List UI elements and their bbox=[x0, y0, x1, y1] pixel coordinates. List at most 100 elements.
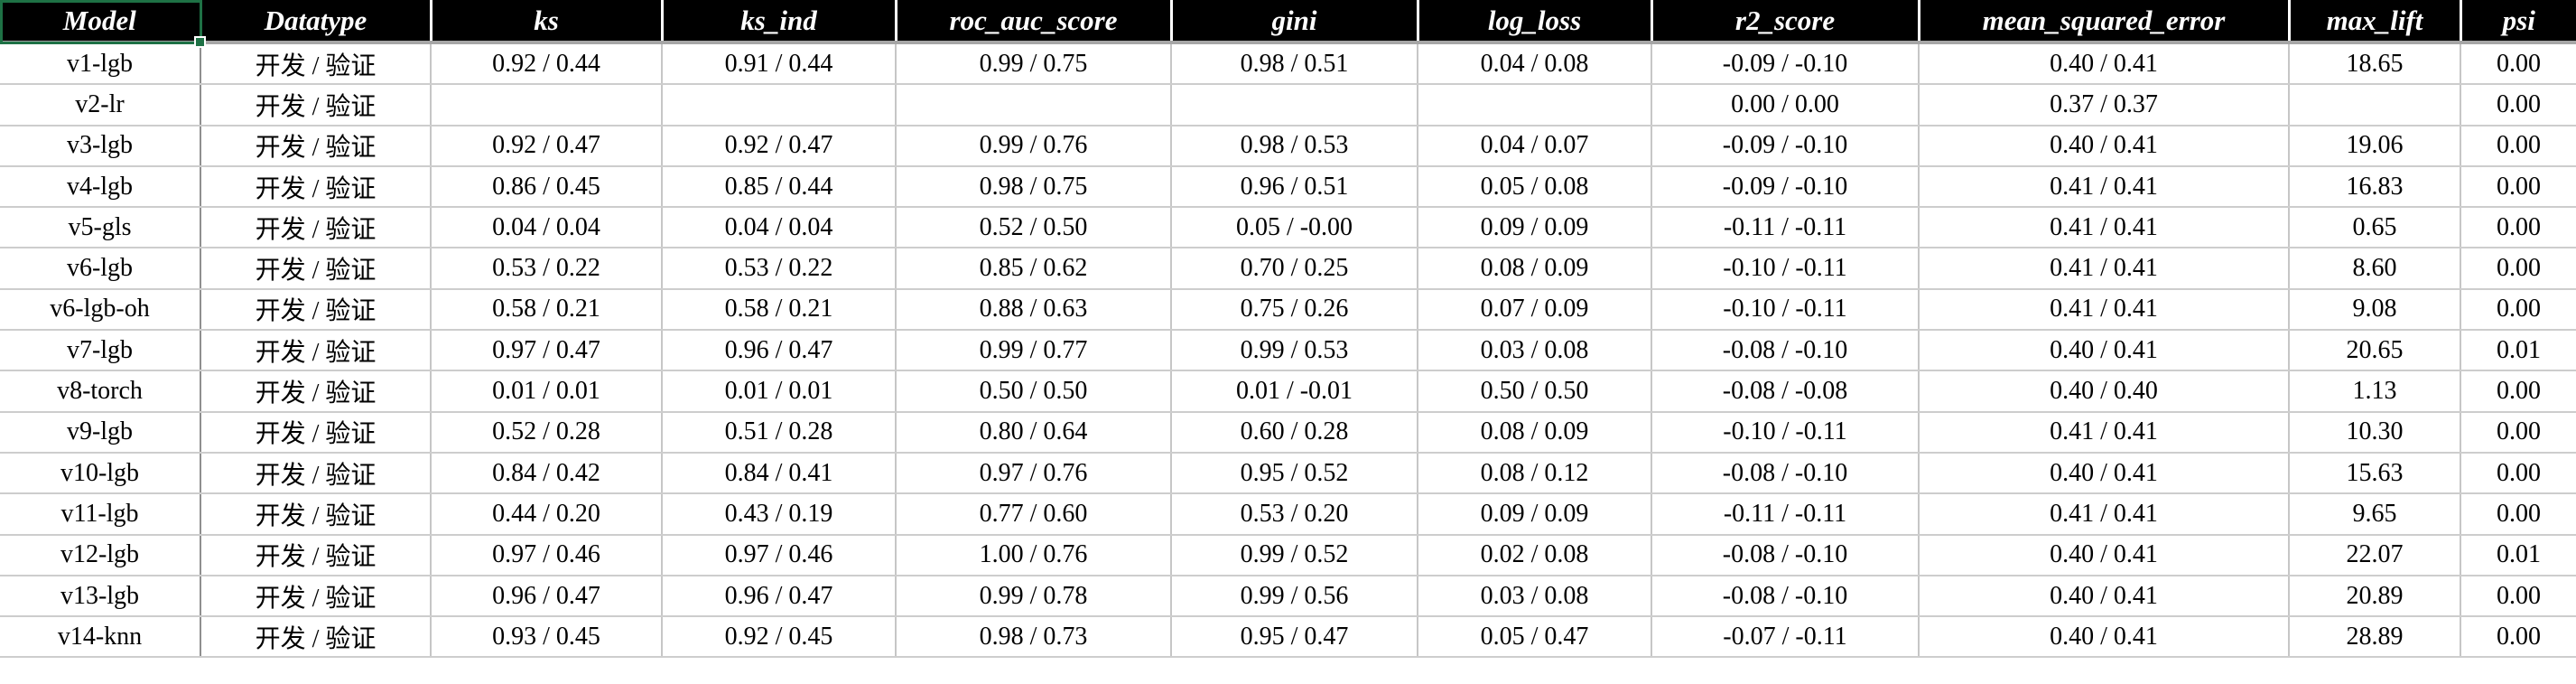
column-header-log-loss[interactable]: log_loss bbox=[1418, 0, 1653, 44]
column-header-max-lift[interactable]: max_lift bbox=[2289, 0, 2462, 44]
cell-max-lift[interactable]: 20.89 bbox=[2289, 575, 2461, 618]
cell-max-lift[interactable]: 8.60 bbox=[2289, 248, 2461, 290]
cell-model[interactable]: v6-lgb bbox=[0, 248, 201, 290]
cell-model[interactable]: v5-gls bbox=[0, 207, 201, 249]
cell-max-lift[interactable]: 20.65 bbox=[2289, 330, 2461, 372]
cell-ks[interactable]: 0.92 / 0.47 bbox=[431, 125, 663, 167]
cell-model[interactable]: v2-lr bbox=[0, 84, 201, 126]
cell-gini[interactable]: 0.75 / 0.26 bbox=[1171, 288, 1418, 332]
cell-gini[interactable]: 0.60 / 0.28 bbox=[1171, 411, 1418, 454]
cell-ks[interactable] bbox=[431, 84, 663, 126]
cell-ks-ind[interactable]: 0.84 / 0.41 bbox=[662, 452, 897, 495]
cell-ks[interactable]: 0.52 / 0.28 bbox=[431, 411, 663, 454]
cell-roc-auc-score[interactable]: 0.85 / 0.62 bbox=[896, 248, 1172, 290]
cell-model[interactable]: v9-lgb bbox=[0, 411, 201, 454]
cell-ks-ind[interactable]: 0.91 / 0.44 bbox=[662, 42, 897, 86]
cell-r2-score[interactable]: -0.10 / -0.11 bbox=[1651, 248, 1920, 290]
cell-psi[interactable]: 0.01 bbox=[2460, 330, 2576, 372]
cell-ks-ind[interactable]: 0.58 / 0.21 bbox=[662, 288, 897, 332]
cell-mean-squared-error[interactable]: 0.40 / 0.41 bbox=[1919, 616, 2290, 659]
column-header-roc-auc-score[interactable]: roc_auc_score bbox=[896, 0, 1173, 44]
cell-ks-ind[interactable]: 0.92 / 0.45 bbox=[662, 616, 897, 659]
cell-log-loss[interactable]: 0.05 / 0.47 bbox=[1418, 616, 1652, 659]
cell-gini[interactable]: 0.99 / 0.56 bbox=[1171, 575, 1418, 618]
cell-model[interactable]: v10-lgb bbox=[0, 452, 201, 495]
cell-mean-squared-error[interactable]: 0.41 / 0.41 bbox=[1919, 248, 2290, 290]
column-header-psi[interactable]: psi bbox=[2460, 0, 2576, 44]
cell-datatype[interactable]: 开发 / 验证 bbox=[200, 125, 432, 167]
cell-mean-squared-error[interactable]: 0.40 / 0.41 bbox=[1919, 534, 2290, 576]
cell-gini[interactable]: 0.53 / 0.20 bbox=[1171, 493, 1418, 536]
cell-datatype[interactable]: 开发 / 验证 bbox=[200, 370, 432, 413]
cell-ks-ind[interactable]: 0.96 / 0.47 bbox=[662, 330, 897, 372]
cell-mean-squared-error[interactable]: 0.40 / 0.40 bbox=[1919, 370, 2290, 413]
cell-ks-ind[interactable]: 0.53 / 0.22 bbox=[662, 248, 897, 290]
cell-max-lift[interactable]: 1.13 bbox=[2289, 370, 2461, 413]
cell-psi[interactable]: 0.00 bbox=[2460, 370, 2576, 413]
cell-r2-score[interactable]: -0.09 / -0.10 bbox=[1651, 125, 1920, 167]
cell-log-loss[interactable]: 0.04 / 0.08 bbox=[1418, 42, 1652, 86]
cell-model[interactable]: v1-lgb bbox=[0, 42, 201, 86]
cell-ks[interactable]: 0.84 / 0.42 bbox=[431, 452, 663, 495]
cell-ks[interactable]: 0.97 / 0.47 bbox=[431, 330, 663, 372]
cell-log-loss[interactable]: 0.50 / 0.50 bbox=[1418, 370, 1652, 413]
cell-ks[interactable]: 0.92 / 0.44 bbox=[431, 42, 663, 86]
cell-psi[interactable]: 0.00 bbox=[2460, 411, 2576, 454]
cell-ks-ind[interactable]: 0.97 / 0.46 bbox=[662, 534, 897, 576]
cell-roc-auc-score[interactable]: 0.88 / 0.63 bbox=[896, 288, 1172, 332]
cell-datatype[interactable]: 开发 / 验证 bbox=[200, 452, 432, 495]
cell-gini[interactable]: 0.99 / 0.52 bbox=[1171, 534, 1418, 576]
cell-datatype[interactable]: 开发 / 验证 bbox=[200, 411, 432, 454]
cell-ks[interactable]: 0.93 / 0.45 bbox=[431, 616, 663, 659]
cell-max-lift[interactable]: 0.65 bbox=[2289, 207, 2461, 249]
cell-ks-ind[interactable]: 0.04 / 0.04 bbox=[662, 207, 897, 249]
cell-ks-ind[interactable]: 0.01 / 0.01 bbox=[662, 370, 897, 413]
cell-model[interactable]: v3-lgb bbox=[0, 125, 201, 167]
cell-psi[interactable]: 0.00 bbox=[2460, 575, 2576, 618]
cell-psi[interactable]: 0.00 bbox=[2460, 452, 2576, 495]
cell-max-lift[interactable]: 10.30 bbox=[2289, 411, 2461, 454]
cell-max-lift[interactable]: 18.65 bbox=[2289, 42, 2461, 86]
cell-ks[interactable]: 0.96 / 0.47 bbox=[431, 575, 663, 618]
cell-datatype[interactable]: 开发 / 验证 bbox=[200, 534, 432, 576]
cell-psi[interactable]: 0.00 bbox=[2460, 42, 2576, 86]
cell-psi[interactable]: 0.00 bbox=[2460, 248, 2576, 290]
cell-datatype[interactable]: 开发 / 验证 bbox=[200, 207, 432, 249]
cell-datatype[interactable]: 开发 / 验证 bbox=[200, 493, 432, 536]
cell-max-lift[interactable]: 22.07 bbox=[2289, 534, 2461, 576]
cell-log-loss[interactable]: 0.03 / 0.08 bbox=[1418, 330, 1652, 372]
cell-model[interactable]: v8-torch bbox=[0, 370, 201, 413]
cell-log-loss[interactable]: 0.07 / 0.09 bbox=[1418, 288, 1652, 332]
cell-log-loss[interactable]: 0.08 / 0.12 bbox=[1418, 452, 1652, 495]
cell-gini[interactable] bbox=[1171, 84, 1418, 126]
cell-datatype[interactable]: 开发 / 验证 bbox=[200, 248, 432, 290]
cell-max-lift[interactable]: 28.89 bbox=[2289, 616, 2461, 659]
cell-ks-ind[interactable]: 0.92 / 0.47 bbox=[662, 125, 897, 167]
cell-datatype[interactable]: 开发 / 验证 bbox=[200, 616, 432, 659]
cell-ks[interactable]: 0.97 / 0.46 bbox=[431, 534, 663, 576]
cell-r2-score[interactable]: -0.09 / -0.10 bbox=[1651, 165, 1920, 209]
cell-roc-auc-score[interactable]: 0.98 / 0.73 bbox=[896, 616, 1172, 659]
cell-max-lift[interactable]: 9.08 bbox=[2289, 288, 2461, 332]
cell-ks[interactable]: 0.86 / 0.45 bbox=[431, 165, 663, 209]
cell-mean-squared-error[interactable]: 0.41 / 0.41 bbox=[1919, 411, 2290, 454]
cell-model[interactable]: v14-knn bbox=[0, 616, 201, 659]
cell-roc-auc-score[interactable] bbox=[896, 84, 1172, 126]
cell-ks[interactable]: 0.44 / 0.20 bbox=[431, 493, 663, 536]
cell-ks-ind[interactable] bbox=[662, 84, 897, 126]
column-header-ks-ind[interactable]: ks_ind bbox=[662, 0, 897, 44]
cell-max-lift[interactable]: 15.63 bbox=[2289, 452, 2461, 495]
cell-log-loss[interactable]: 0.05 / 0.08 bbox=[1418, 165, 1652, 209]
cell-gini[interactable]: 0.98 / 0.51 bbox=[1171, 42, 1418, 86]
cell-ks[interactable]: 0.04 / 0.04 bbox=[431, 207, 663, 249]
cell-r2-score[interactable]: -0.10 / -0.11 bbox=[1651, 288, 1920, 332]
cell-gini[interactable]: 0.95 / 0.47 bbox=[1171, 616, 1418, 659]
cell-roc-auc-score[interactable]: 0.97 / 0.76 bbox=[896, 452, 1172, 495]
cell-psi[interactable]: 0.00 bbox=[2460, 84, 2576, 126]
cell-mean-squared-error[interactable]: 0.40 / 0.41 bbox=[1919, 575, 2290, 618]
cell-gini[interactable]: 0.01 / -0.01 bbox=[1171, 370, 1418, 413]
cell-ks-ind[interactable]: 0.96 / 0.47 bbox=[662, 575, 897, 618]
cell-mean-squared-error[interactable]: 0.40 / 0.41 bbox=[1919, 42, 2290, 86]
cell-mean-squared-error[interactable]: 0.41 / 0.41 bbox=[1919, 207, 2290, 249]
column-header-ks[interactable]: ks bbox=[431, 0, 664, 44]
